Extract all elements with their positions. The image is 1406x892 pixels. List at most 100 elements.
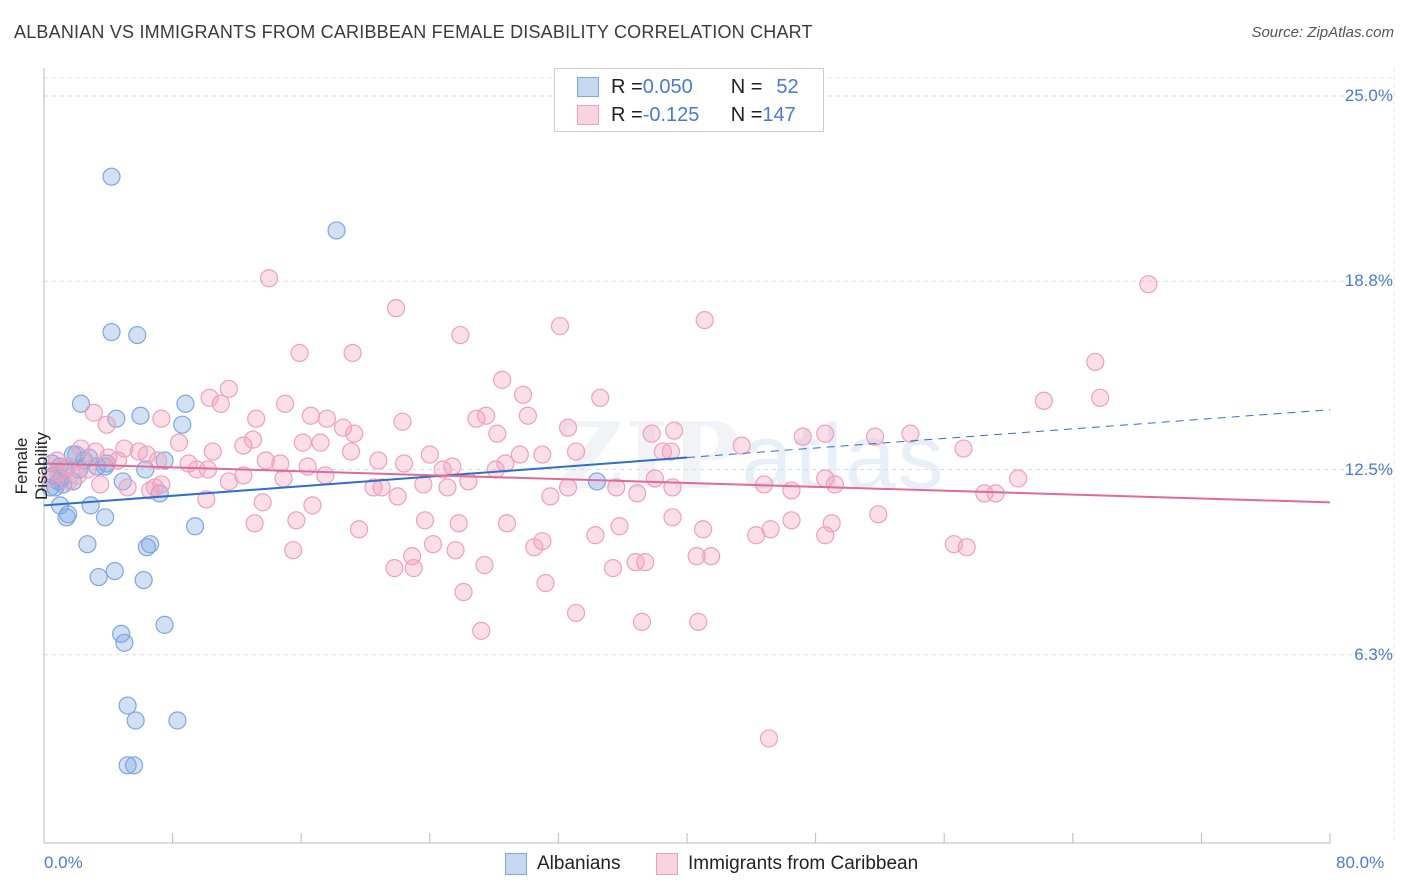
albanian-point: [176, 394, 195, 413]
series-swatch-albanians: [505, 853, 527, 875]
caribbean-point: [665, 421, 684, 440]
caribbean-point: [274, 469, 293, 488]
legend-n-label: N =: [730, 75, 763, 98]
caribbean-point: [129, 442, 148, 461]
caribbean-point: [475, 556, 494, 575]
caribbean-point: [197, 490, 216, 509]
caribbean-point: [603, 559, 623, 578]
y-axis-label: Female Disability: [12, 431, 51, 501]
caribbean-point: [423, 535, 443, 554]
caribbean-point: [256, 451, 275, 470]
caribbean-point: [393, 412, 412, 431]
caribbean-point: [1034, 391, 1053, 410]
caribbean-point: [954, 439, 973, 458]
x-tick-label-min: 0.0%: [44, 853, 83, 872]
legend-r-label: R =: [611, 75, 643, 98]
chart-title: ALBANIAN VS IMMIGRANTS FROM CARIBBEAN FE…: [14, 22, 813, 42]
caribbean-point: [140, 481, 160, 500]
caribbean-point: [311, 433, 330, 452]
albanian-point: [124, 756, 144, 775]
caribbean-point: [211, 394, 230, 413]
caribbean-point: [316, 466, 335, 485]
caribbean-point: [558, 418, 578, 437]
caribbean-point: [454, 582, 473, 602]
albanian-point: [186, 517, 205, 536]
caribbean-point: [78, 460, 97, 479]
caribbean-point: [341, 442, 361, 461]
caribbean-point: [693, 520, 713, 539]
caribbean-point: [607, 478, 626, 497]
albanian-point: [131, 406, 150, 425]
caribbean-point: [865, 427, 885, 446]
albanian-point: [57, 508, 76, 527]
series-legend-albanians: Albanians: [505, 851, 620, 877]
caribbean-point: [118, 478, 137, 497]
albanian-point: [118, 696, 137, 715]
albanian-point: [134, 570, 153, 590]
caribbean-point: [343, 343, 362, 363]
legend-n-value: 147: [762, 103, 796, 126]
caribbean-point: [394, 454, 414, 473]
caribbean-point: [825, 475, 844, 494]
caribbean-point: [152, 409, 171, 428]
caribbean-point: [301, 406, 320, 425]
caribbean-point: [293, 433, 312, 452]
caribbean-point: [84, 403, 103, 422]
chart-source: Source: ZipAtlas.com: [1251, 24, 1394, 41]
albanian-point: [327, 221, 346, 240]
caribbean-point: [200, 388, 219, 407]
caribbean-point: [438, 478, 457, 497]
caribbean-point: [687, 547, 706, 566]
caribbean-point: [759, 729, 779, 748]
albanian-point: [78, 535, 97, 554]
caribbean-point: [415, 511, 435, 530]
caribbean-point: [642, 424, 661, 443]
legend-row-caribbean: R = -0.125 N = 147: [577, 101, 796, 129]
caribbean-point: [369, 451, 388, 470]
caribbean-point: [901, 424, 920, 443]
caribbean-point: [259, 269, 279, 288]
caribbean-point: [626, 553, 645, 572]
caribbean-point: [610, 517, 629, 536]
caribbean-point: [628, 484, 647, 503]
series-label-caribbean: Immigrants from Caribbean: [688, 853, 919, 874]
caribbean-point: [287, 511, 306, 530]
albanian-point: [137, 538, 156, 557]
caribbean-point: [497, 514, 517, 533]
caribbean-point: [510, 445, 529, 464]
caribbean-point: [782, 481, 801, 500]
caribbean-point: [451, 325, 470, 345]
albanian-trend-line: [43, 456, 688, 507]
caribbean-point: [476, 406, 496, 425]
caribbean-point: [822, 514, 841, 533]
caribbean-point: [169, 433, 189, 452]
caribbean-point: [566, 603, 586, 623]
albanian-point: [105, 561, 124, 581]
caribbean-point: [550, 316, 570, 336]
y-tick-label: 12.5%: [1344, 459, 1393, 479]
caribbean-point: [386, 299, 406, 318]
caribbean-point: [388, 487, 407, 506]
caribbean-point: [433, 460, 452, 479]
caribbean-point: [145, 478, 165, 497]
caribbean-point: [486, 460, 505, 479]
caribbean-point: [349, 520, 369, 539]
legend-swatch-albanians: [577, 77, 599, 97]
caribbean-point: [219, 379, 238, 398]
caribbean-point: [732, 436, 751, 455]
series-legend-caribbean: Immigrants from Caribbean: [656, 851, 918, 877]
caribbean-point: [632, 612, 652, 631]
correlation-legend: R = 0.050 N = 52 R = -0.125 N = 147: [554, 68, 824, 132]
caribbean-point: [345, 424, 364, 443]
trend-lines: [43, 409, 1331, 507]
caribbean-point: [525, 538, 544, 557]
x-tick-label-max: 80.0%: [1336, 853, 1385, 872]
legend-swatch-caribbean: [577, 105, 599, 125]
albanian-point: [102, 322, 121, 342]
caribbean-point: [203, 442, 222, 461]
caribbean-point: [303, 496, 322, 515]
caribbean-point: [317, 409, 337, 428]
legend-r-value: 0.050: [642, 75, 693, 98]
caribbean-point: [276, 394, 295, 413]
